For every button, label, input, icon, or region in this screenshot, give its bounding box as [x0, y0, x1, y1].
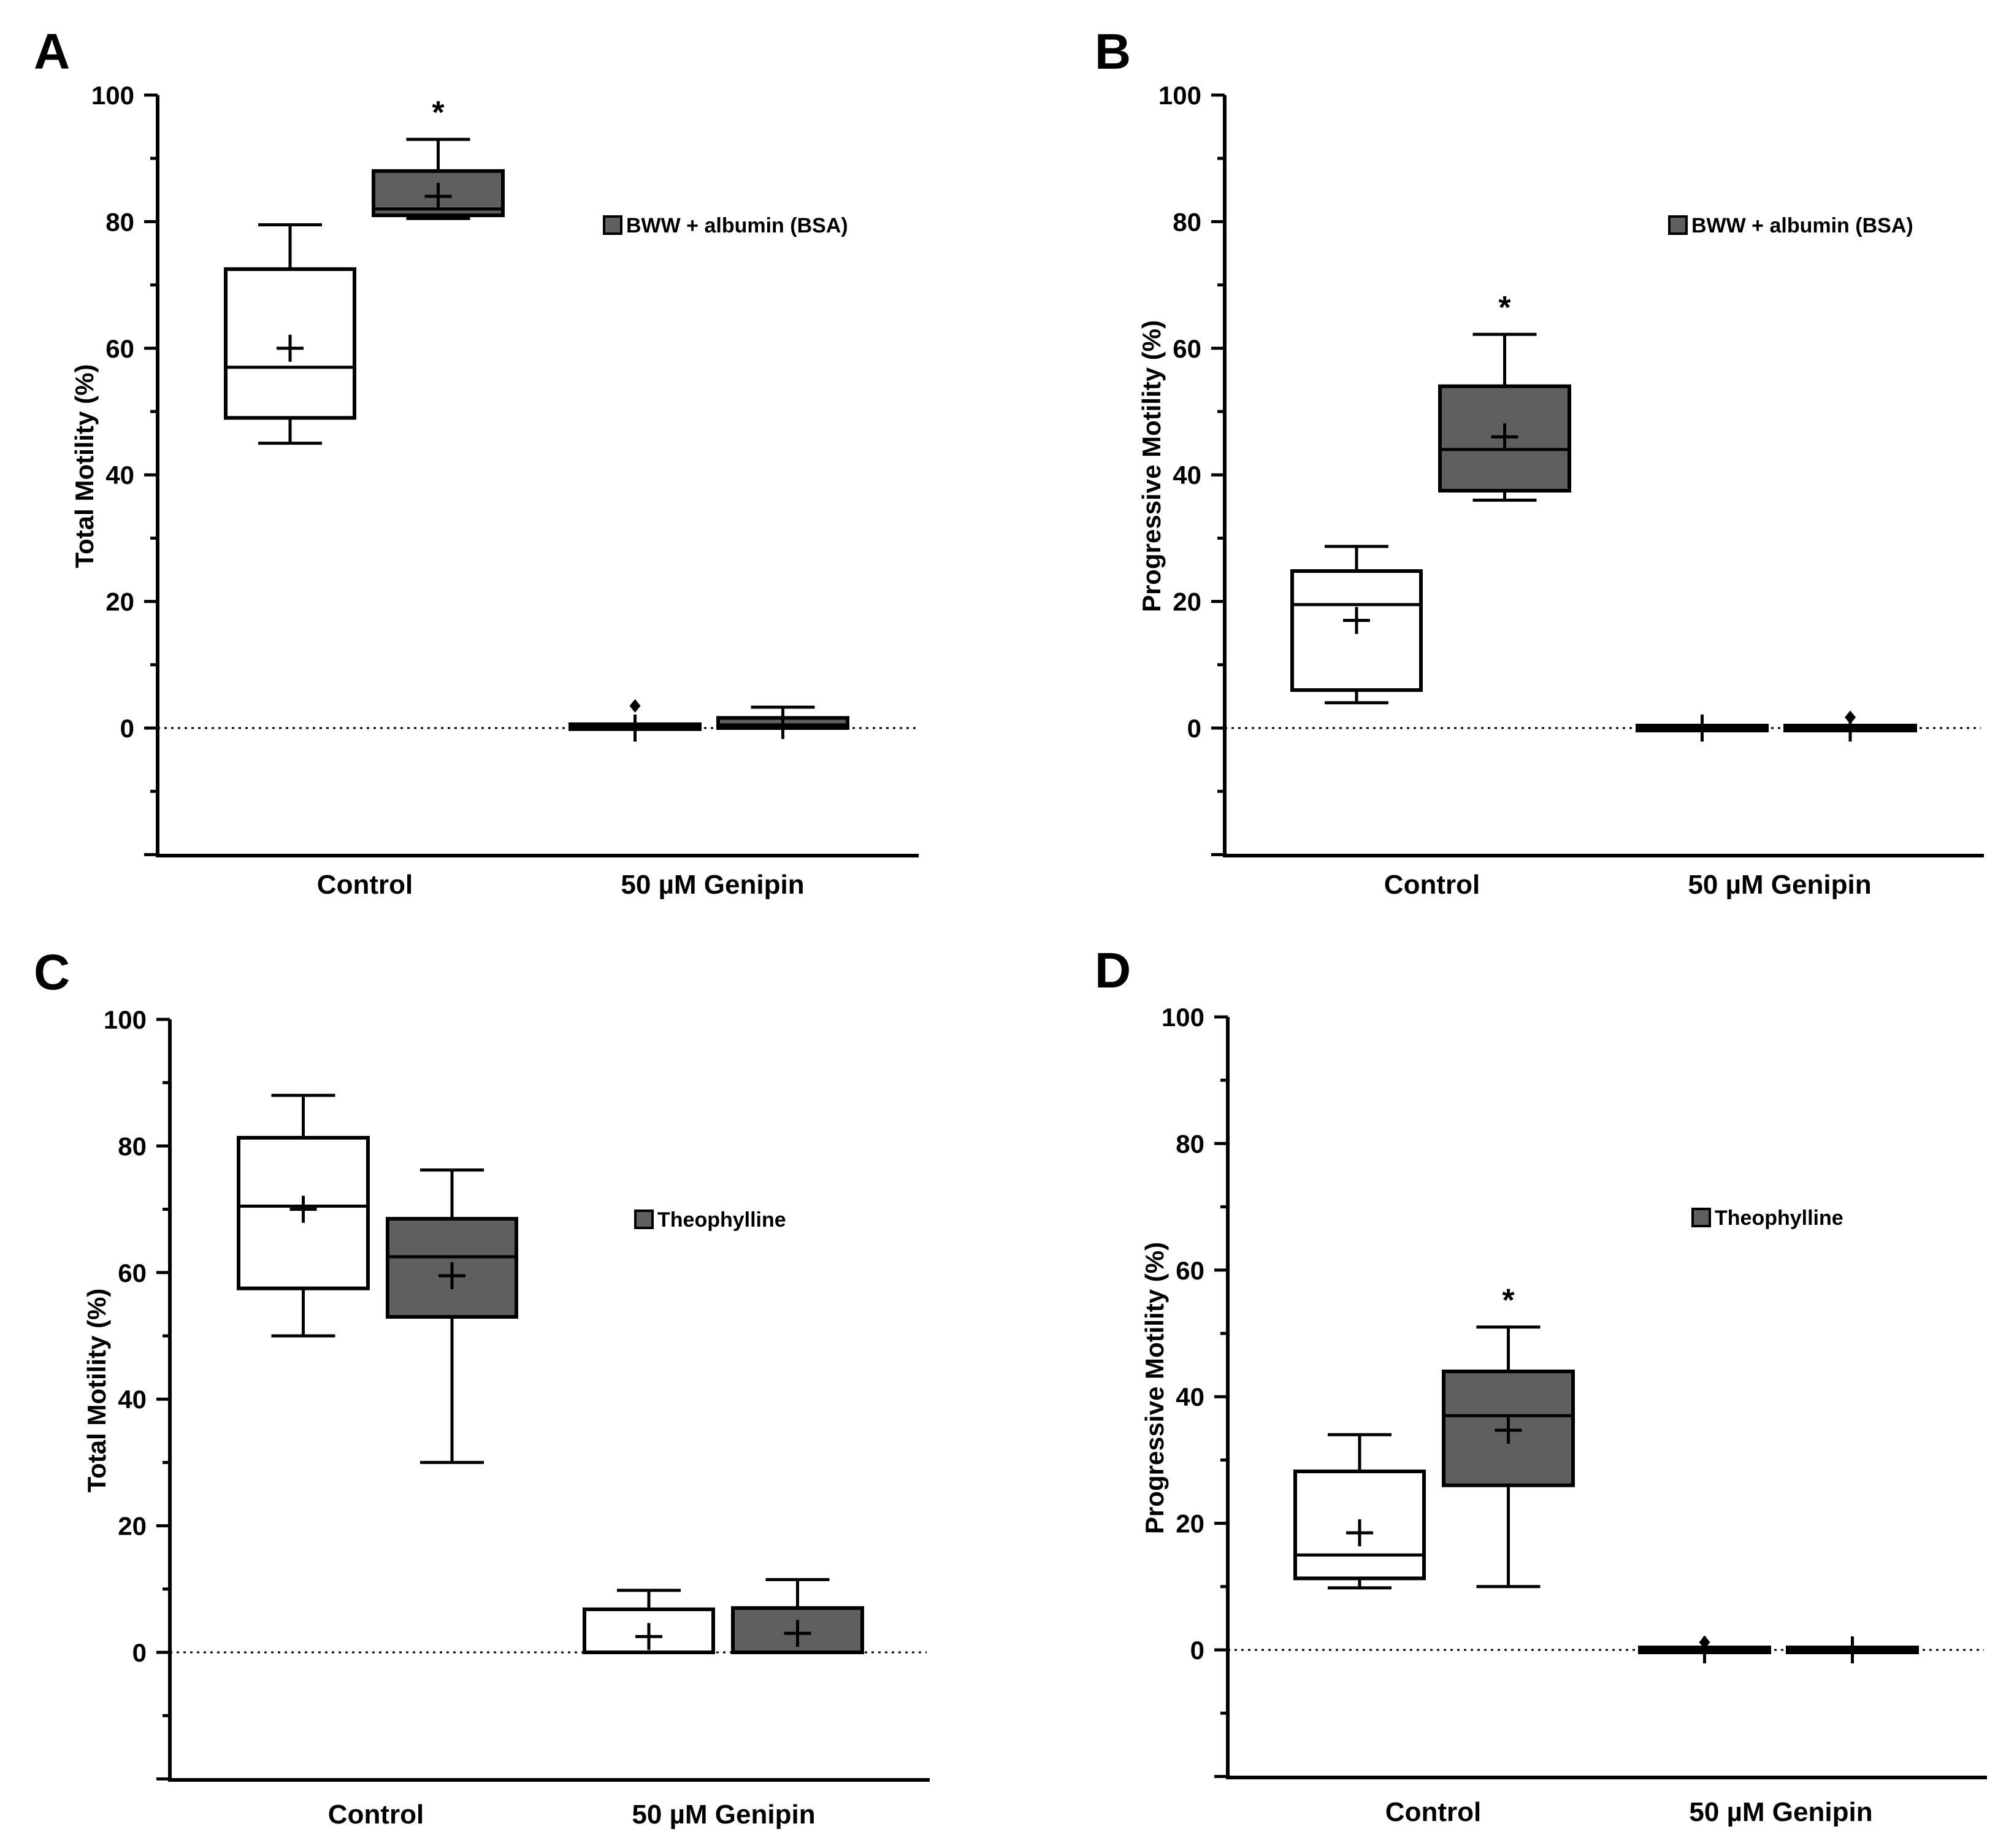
box-genipin-white: [568, 699, 702, 742]
box-control-white: [224, 223, 356, 445]
panel-d: D 0 20 40 60 80 100 Progressive Motility (%) Con…: [1095, 943, 1987, 1827]
box-control-gray: *: [1438, 290, 1571, 502]
outlier-point: [1699, 1635, 1710, 1649]
box-genipin-white: [583, 1589, 715, 1654]
legend-label: BWW + albumin (BSA): [1691, 214, 1913, 237]
panel-c: C 0 20 40 60 80 100 Total Motility (%) Control 50…: [34, 945, 930, 1830]
significance-asterisk: *: [1502, 1283, 1515, 1319]
y-tick-label: 40: [105, 461, 134, 489]
y-tick-label: 100: [91, 81, 134, 110]
y-tick-label: 80: [1173, 207, 1201, 236]
legend-label: Theophylline: [657, 1208, 786, 1232]
y-tick-label: 100: [1158, 81, 1201, 110]
panel-letter: A: [34, 24, 70, 80]
y-tick-label: 40: [1176, 1382, 1204, 1411]
y-tick-label: 80: [105, 207, 134, 236]
box-control-white: [1290, 545, 1423, 705]
box-control-gray: [386, 1168, 518, 1464]
box-genipin-gray: [731, 1578, 864, 1655]
y-tick-label: 20: [118, 1512, 147, 1541]
y-tick-label: 20: [1176, 1509, 1204, 1538]
legend-swatch: [603, 215, 622, 235]
box-genipin-gray: [1783, 710, 1917, 742]
y-tick-label: 100: [104, 1005, 147, 1034]
box-genipin-white: [1636, 715, 1769, 742]
y-tick-label: 100: [1162, 1003, 1204, 1032]
y-tick-label: 60: [118, 1259, 147, 1287]
x-category-label: 50 µM Genipin: [1688, 870, 1871, 900]
x-category-label: Control: [328, 1800, 424, 1830]
box-genipin-gray: [1786, 1636, 1919, 1663]
x-category-label: 50 µM Genipin: [632, 1800, 815, 1830]
legend-label: BWW + albumin (BSA): [626, 214, 848, 237]
box-control-white: [1293, 1433, 1426, 1590]
x-category-label: Control: [317, 870, 413, 900]
legend-swatch: [634, 1210, 654, 1229]
box-control-gray: *: [372, 95, 505, 220]
box-genipin-white: [1638, 1635, 1771, 1663]
x-category-label: Control: [1384, 870, 1480, 900]
y-tick-label: 0: [1190, 1636, 1204, 1665]
panel-letter: C: [34, 945, 70, 1000]
y-tick-label: 40: [1173, 461, 1201, 489]
legend-swatch: [1691, 1208, 1711, 1227]
significance-asterisk: *: [1498, 290, 1511, 326]
box-control-gray: *: [1442, 1283, 1575, 1589]
y-axis-title: Total Motility (%): [70, 364, 99, 569]
y-tick-label: 0: [132, 1638, 147, 1667]
legend-swatch: [1668, 215, 1688, 235]
y-tick-label: 60: [105, 334, 134, 363]
legend-label: Theophylline: [1715, 1206, 1843, 1230]
x-category-label: 50 µM Genipin: [621, 870, 804, 900]
y-axis-title: Progressive Motility (%): [1140, 1242, 1169, 1534]
y-tick-label: 0: [1187, 714, 1201, 743]
y-tick-label: 0: [120, 714, 134, 743]
panel-letter: B: [1095, 24, 1131, 80]
significance-asterisk: *: [432, 95, 445, 131]
y-tick-label: 20: [105, 588, 134, 616]
y-axis-title: Total Motility (%): [82, 1289, 111, 1493]
y-tick-label: 80: [118, 1132, 147, 1160]
x-category-label: 50 µM Genipin: [1689, 1797, 1872, 1827]
y-tick-label: 20: [1173, 588, 1201, 616]
y-axis-title: Progressive Motility (%): [1137, 320, 1166, 612]
y-tick-label: 40: [118, 1385, 147, 1414]
panel-a: A 0 20 40 60 80 100 Total Motility (%) Control 50…: [34, 24, 919, 900]
box-genipin-gray: [716, 705, 849, 739]
panel-letter: D: [1095, 943, 1131, 999]
y-tick-label: 80: [1176, 1129, 1204, 1158]
outlier-point: [629, 699, 641, 713]
y-tick-label: 60: [1176, 1256, 1204, 1285]
box-control-white: [237, 1094, 370, 1338]
x-category-label: Control: [1385, 1797, 1481, 1827]
outlier-point: [1845, 710, 1856, 724]
panel-b: B 0 20 40 60 80 100 Progressive Motility (%) Con…: [1095, 24, 1984, 900]
y-tick-label: 60: [1173, 334, 1201, 363]
